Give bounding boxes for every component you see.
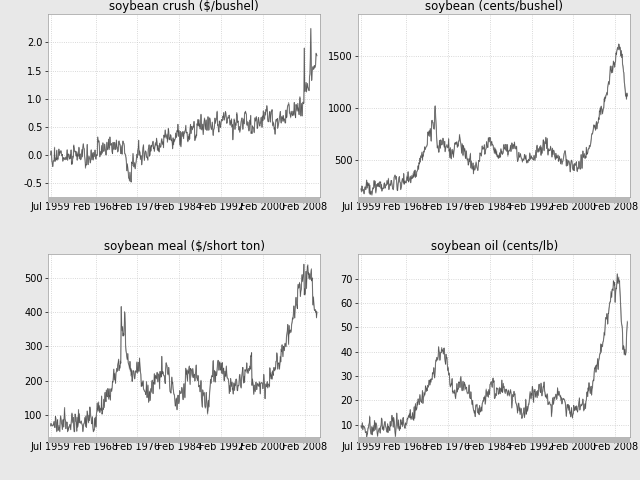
Title: soybean crush ($/bushel): soybean crush ($/bushel) bbox=[109, 0, 259, 13]
Title: soybean oil (cents/lb): soybean oil (cents/lb) bbox=[431, 240, 558, 253]
Title: soybean (cents/bushel): soybean (cents/bushel) bbox=[426, 0, 563, 13]
Title: soybean meal ($/short ton): soybean meal ($/short ton) bbox=[104, 240, 264, 253]
